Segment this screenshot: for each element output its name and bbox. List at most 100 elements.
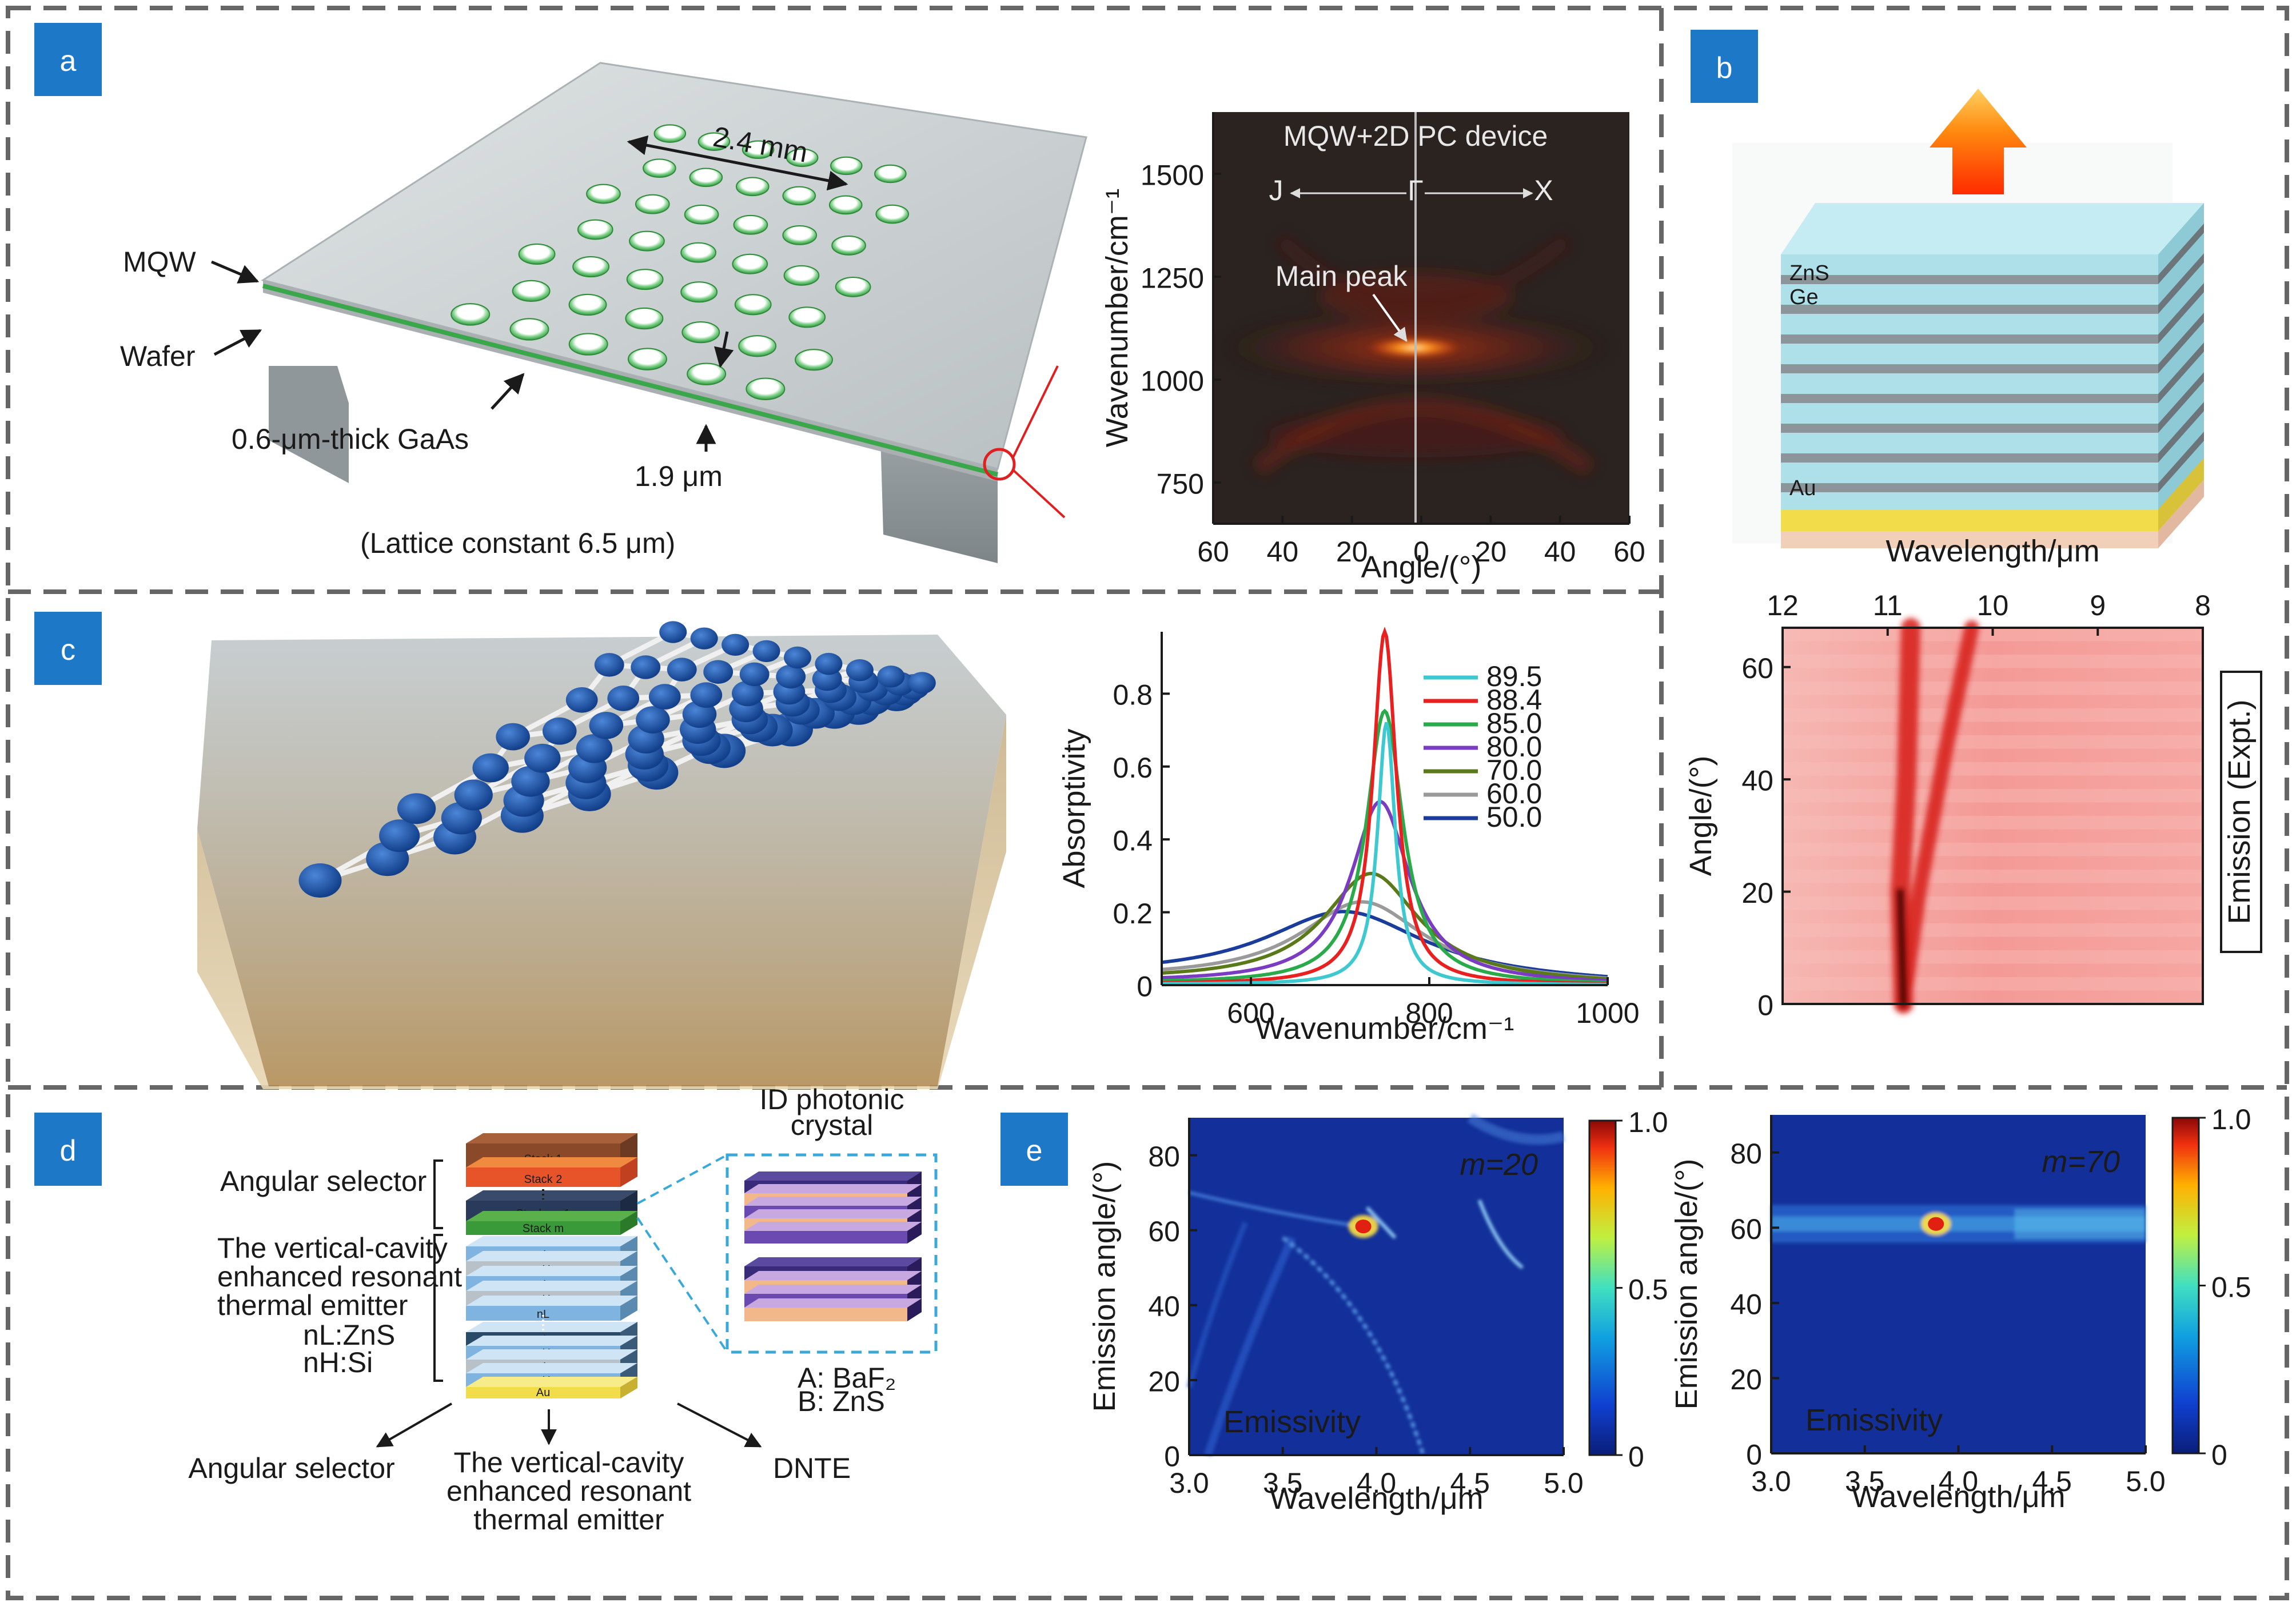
x-tick-label: 3.5 (1845, 1465, 1885, 1497)
zns-layer-side (2158, 322, 2204, 394)
emission-ridges (1890, 618, 1979, 1014)
substrate-layer-side (2158, 480, 2204, 548)
badge-b (1691, 30, 1758, 103)
x-tick-label: 5.0 (2126, 1465, 2166, 1497)
stack-1-top (466, 1133, 637, 1143)
x-tick-label: 10 (1977, 589, 2009, 621)
emission-band (1783, 708, 2203, 722)
legend-label: 50.0 (1486, 801, 1542, 833)
carbon-atom (636, 706, 670, 734)
emission-band (1783, 762, 2203, 776)
zns-layer (1781, 433, 2158, 453)
hole (746, 377, 786, 400)
emissivity-label: Emissivity (1223, 1405, 1361, 1439)
emission-band (1783, 950, 2203, 964)
badge-a (34, 23, 102, 96)
y-tick-label: 1250 (1141, 262, 1204, 294)
y-tick-label: 40 (1148, 1290, 1180, 1322)
colorbar-tick-label: 0 (1628, 1441, 1644, 1473)
y-axis-label: Emission angle/(°) (1087, 1161, 1122, 1412)
carbon-atom (576, 734, 613, 763)
badge-c (34, 612, 102, 685)
y-tick-label: 1500 (1141, 159, 1204, 191)
carbon-atom (542, 717, 577, 745)
mqw-label: MQW (123, 246, 197, 278)
carbon-atom (594, 653, 624, 677)
cavity-layer-top (466, 1363, 637, 1373)
out-vcavity-2: enhanced resonant (447, 1475, 691, 1507)
carbon-atom (815, 652, 843, 675)
x-tick-label: 4.0 (1939, 1465, 1979, 1497)
emissivity-heatmap-m70: 3.0 3.5 4.0 4.5 5.0 0 20 40 60 80 Wavelength/μm Emi… (1669, 1103, 2251, 1514)
emission-band (1783, 816, 2203, 830)
heatmap-a-axes: 60 40 20 0 20 40 60 750 1000 1250 1500 Angle/(°) Wav… (1100, 112, 1645, 584)
hole (687, 362, 727, 385)
panel-borders (6, 6, 2289, 1600)
colorbar-label: Emission (Expt.) (2222, 699, 2257, 924)
angular-selector-label: Angular selector (220, 1165, 426, 1197)
cavity-layer-top (466, 1322, 637, 1332)
width-arrow (627, 135, 848, 191)
j-label: J (1269, 174, 1283, 206)
hole-label: 1.9 μm (635, 460, 723, 492)
emission-band (1783, 735, 2203, 749)
legend-label: 80.0 (1486, 731, 1542, 763)
stack-m-side (620, 1211, 637, 1235)
hole (568, 293, 607, 316)
pc-layer-top (744, 1285, 922, 1294)
band (1365, 1206, 1397, 1239)
cavity-layer-top (466, 1266, 637, 1276)
vcavity-line-1: The vertical-cavity (217, 1232, 448, 1264)
hole (831, 236, 866, 256)
cavity-layer-top (466, 1349, 637, 1360)
stack-2-top (466, 1157, 637, 1167)
hole (626, 269, 664, 290)
ge-layer-side (2158, 283, 2204, 344)
pc-layer-top (744, 1271, 922, 1280)
x-axis-label: Wavelength/μm (1886, 534, 2099, 568)
substrate-top (197, 635, 1006, 1086)
pc-a-label: A: BaF₂ (798, 1362, 896, 1394)
colorbar-label-box (2220, 671, 2262, 953)
band (1189, 1191, 1362, 1229)
au-layer (466, 1387, 620, 1398)
y-tick-label: 0 (1164, 1440, 1180, 1472)
zns-layer (1781, 344, 2158, 364)
y-tick-label: 80 (1148, 1141, 1180, 1173)
colorbar-tick-label: 1.0 (2211, 1103, 2251, 1135)
carbon-atom (298, 863, 342, 898)
x-tick-label: 20 (1336, 536, 1368, 568)
carbon-atom (565, 687, 598, 713)
zns-layer-side (2158, 262, 2204, 334)
x-tick-label: 11 (1873, 589, 1903, 621)
panel-c-graphene (197, 621, 1006, 1089)
carbon-atom (472, 753, 509, 783)
out-vcavity-1: The vertical-cavity (454, 1446, 684, 1479)
y-tick-label: 40 (1730, 1288, 1762, 1320)
badge-e-label: e (1026, 1134, 1043, 1167)
stack-m-top (466, 1211, 637, 1221)
colorbar-tick-label: 1.0 (1628, 1106, 1668, 1138)
cavity-layer-top (466, 1336, 637, 1346)
cavity-layer-top (466, 1281, 637, 1291)
wafer-arrow (213, 329, 262, 356)
y-tick-label: 20 (1730, 1364, 1762, 1396)
peak-core (1928, 1217, 1944, 1231)
pc-layer-top (744, 1171, 922, 1181)
pc-layer (744, 1308, 907, 1321)
hole (782, 225, 818, 245)
pc-layer-top (744, 1257, 922, 1266)
y-tick-label: 1000 (1141, 365, 1204, 397)
pc-zoom-bottom (636, 1217, 728, 1353)
x-tick-label: 60 (1197, 536, 1229, 568)
x-axis-label: Angle/(°) (1361, 550, 1482, 584)
out-angular-label: Angular selector (188, 1452, 394, 1484)
emission-band (1783, 789, 2203, 803)
ge-layer-side (2158, 342, 2204, 403)
ge-layer-side (2158, 402, 2204, 463)
emission-band (1783, 682, 2203, 695)
zns-layer (1781, 314, 2158, 334)
y-tick-label: 60 (1148, 1216, 1180, 1248)
